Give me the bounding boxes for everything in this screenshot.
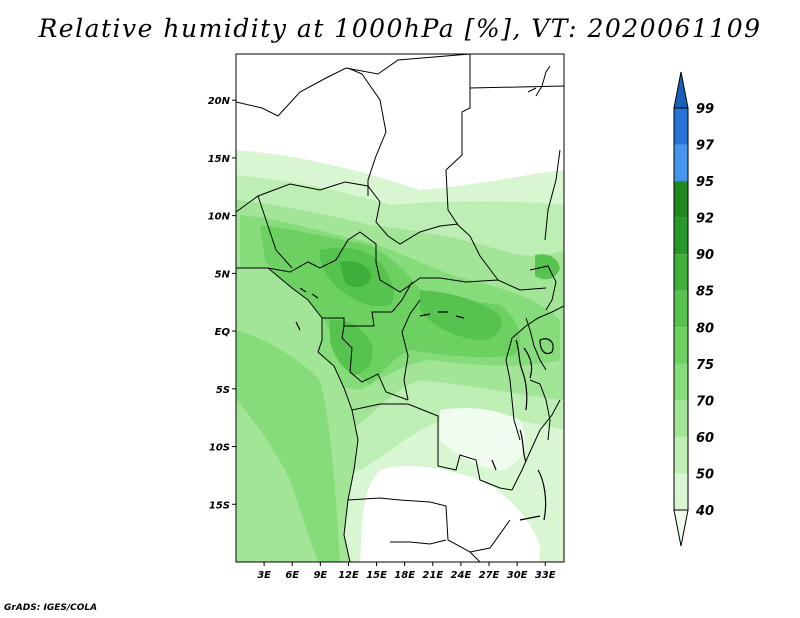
colorbar-label: 70 — [696, 394, 714, 409]
longitude-axis: 3E 6E 9E 12E 15E 18E 21E 24E 27E 30E 33E — [257, 562, 556, 581]
lon-tick-label: 12E — [338, 570, 359, 581]
colorbar-label: 92 — [696, 212, 714, 227]
lon-tick-label: 9E — [313, 570, 327, 581]
lon-tick-label: 18E — [394, 570, 415, 581]
colorbar-min-arrow — [673, 509, 689, 547]
colorbar-label: 60 — [696, 431, 714, 446]
colorbar-label: 97 — [696, 139, 715, 154]
colorbar-segment — [674, 436, 688, 474]
colorbar-segment — [674, 108, 688, 145]
humidity-field — [236, 150, 564, 562]
lat-tick-label: 15S — [209, 500, 230, 511]
colorbar-label: 80 — [696, 321, 714, 336]
colorbar-segment — [674, 400, 688, 437]
lat-tick-label: 10S — [209, 443, 230, 454]
colorbar-label: 85 — [696, 285, 714, 300]
lon-tick-label: 27E — [479, 570, 500, 581]
colorbar-segment — [674, 290, 688, 328]
lon-tick-label: 3E — [257, 570, 271, 581]
lon-tick-label: 6E — [285, 570, 299, 581]
latitude-axis: 20N 15N 10N 5N EQ 5S 10S 15S — [208, 96, 236, 511]
lon-tick-label: 15E — [366, 570, 387, 581]
lat-tick-label: 5N — [215, 269, 231, 280]
lat-tick-label: EQ — [215, 327, 231, 338]
colorbar-segment — [674, 181, 688, 218]
colorbar-segment — [674, 144, 688, 182]
coastlines-and-borders — [236, 54, 564, 562]
colorbar-max-arrow — [673, 71, 689, 109]
colorbar-segment — [674, 473, 688, 510]
colorbar-label: 95 — [696, 175, 714, 190]
lat-tick-label: 5S — [216, 385, 230, 396]
lat-tick-label: 15N — [208, 154, 231, 165]
colorbar-segment — [674, 363, 688, 401]
colorbar-segment — [674, 327, 688, 364]
map-title: Relative humidity at 1000hPa [%], VT: 20… — [38, 14, 762, 43]
colorbar-label: 90 — [696, 248, 714, 263]
lon-tick-label: 33E — [535, 570, 556, 581]
lon-tick-label: 24E — [451, 570, 472, 581]
lat-tick-label: 20N — [208, 96, 231, 107]
colorbar-label: 75 — [696, 358, 714, 373]
colorbar-label: 99 — [696, 102, 714, 117]
grads-credit: GrADS: IGES/COLA — [4, 603, 98, 613]
colorbar-segment — [674, 254, 688, 291]
colorbar-label: 40 — [695, 504, 714, 519]
map-panel — [236, 54, 564, 562]
map-frame — [235, 53, 565, 563]
lat-tick-label: 10N — [208, 212, 231, 223]
lakes — [295, 287, 554, 521]
colorbar: 40 50 60 70 75 80 85 90 92 95 97 99 — [673, 71, 715, 547]
lon-tick-label: 30E — [507, 570, 528, 581]
lon-tick-label: 21E — [422, 570, 443, 581]
colorbar-outline — [673, 107, 689, 511]
colorbar-segment — [674, 217, 688, 255]
colorbar-label: 50 — [696, 467, 714, 482]
